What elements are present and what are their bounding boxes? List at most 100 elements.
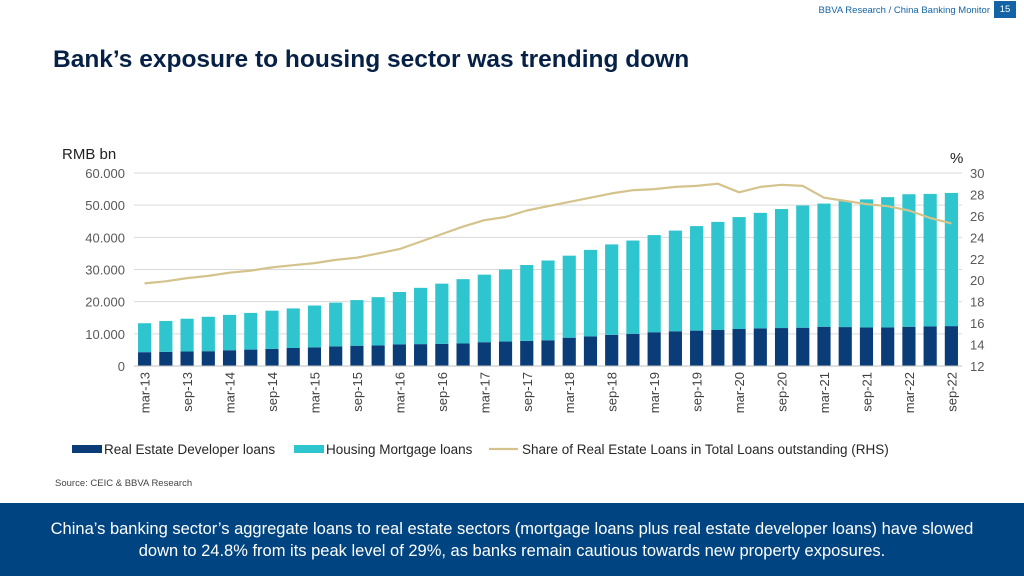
mortgage-loans-bar bbox=[244, 312, 258, 350]
developer-loans-bar bbox=[796, 327, 810, 366]
right-tick-label: 22 bbox=[970, 252, 984, 267]
developer-loans-bar bbox=[414, 344, 428, 366]
x-tick-label: sep-21 bbox=[859, 372, 874, 412]
developer-loans-bar bbox=[838, 327, 852, 366]
developer-loans-bar bbox=[286, 347, 300, 366]
chart: 0 10.000 20.000 30.000 40.000 50.000 60.000 12 1… bbox=[62, 146, 984, 457]
developer-loans-bar bbox=[605, 334, 619, 366]
mortgage-loans-bar bbox=[605, 244, 619, 335]
developer-loans-bar bbox=[944, 326, 958, 366]
mortgage-loans-bar bbox=[583, 249, 598, 337]
mortgage-loans-bar bbox=[711, 221, 725, 330]
developer-loans-bar bbox=[392, 344, 406, 366]
right-tick-label: 12 bbox=[970, 359, 984, 374]
mortgage-loans-bar bbox=[668, 230, 682, 332]
mortgage-loans-bar bbox=[456, 279, 470, 344]
right-tick-label: 26 bbox=[970, 209, 984, 224]
mortgage-loans-bar bbox=[881, 197, 895, 328]
mortgage-loans-bar bbox=[774, 209, 789, 329]
developer-loans-bar bbox=[881, 327, 895, 366]
developer-loans-bar bbox=[647, 332, 661, 366]
mortgage-loans-bar bbox=[498, 269, 513, 342]
left-tick-label: 0 bbox=[118, 359, 125, 374]
legend-label-share: Share of Real Estate Loans in Total Loan… bbox=[522, 442, 889, 457]
mortgage-loans-bar bbox=[307, 305, 322, 348]
x-tick-label: mar-15 bbox=[307, 372, 322, 413]
developer-loans-bar bbox=[138, 352, 152, 366]
left-tick-label: 10.000 bbox=[85, 327, 125, 342]
developer-loans-bar bbox=[902, 326, 916, 366]
x-tick-label: sep-18 bbox=[605, 372, 620, 412]
mortgage-loans-bar bbox=[520, 264, 534, 341]
x-tick-label: mar-19 bbox=[647, 372, 662, 413]
developer-loans-bar bbox=[520, 340, 534, 366]
legend-swatch-mortgage bbox=[294, 445, 324, 453]
right-tick-label: 24 bbox=[970, 230, 984, 245]
left-tick-label: 20.000 bbox=[85, 295, 125, 310]
developer-loans-bar bbox=[477, 342, 491, 366]
x-tick-label: mar-16 bbox=[392, 372, 407, 413]
page-number: 15 bbox=[994, 1, 1016, 18]
developer-loans-bar bbox=[541, 340, 555, 366]
x-tick-label: sep-14 bbox=[265, 372, 280, 412]
developer-loans-bar bbox=[201, 351, 215, 366]
mortgage-loans-bar bbox=[626, 240, 640, 334]
x-tick-label: mar-22 bbox=[902, 372, 917, 413]
developer-loans-bar bbox=[923, 326, 937, 366]
footer-banner: China’s banking sector’s aggregate loans… bbox=[0, 503, 1024, 576]
x-tick-label: sep-22 bbox=[944, 372, 959, 412]
legend-label-mortgage: Housing Mortgage loans bbox=[326, 442, 473, 457]
legend-label-developer: Real Estate Developer loans bbox=[104, 442, 275, 457]
bars bbox=[138, 192, 958, 366]
footer-text: China’s banking sector’s aggregate loans… bbox=[50, 519, 974, 560]
developer-loans-bar bbox=[265, 348, 279, 366]
left-tick-label: 60.000 bbox=[85, 166, 125, 181]
source-note: Source: CEIC & BBVA Research bbox=[55, 478, 193, 489]
developer-loans-bar bbox=[350, 345, 364, 366]
right-tick-label: 18 bbox=[970, 295, 984, 310]
mortgage-loans-bar bbox=[647, 235, 661, 333]
mortgage-loans-bar bbox=[222, 314, 237, 351]
mortgage-loans-bar bbox=[159, 320, 173, 352]
mortgage-loans-bar bbox=[859, 199, 874, 328]
mortgage-loans-bar bbox=[923, 193, 937, 327]
right-tick-label: 28 bbox=[970, 187, 984, 202]
mortgage-loans-bar bbox=[753, 212, 767, 329]
mortgage-loans-bar bbox=[350, 300, 364, 346]
developer-loans-bar bbox=[711, 329, 725, 366]
mortgage-loans-bar bbox=[838, 200, 852, 328]
left-tick-label: 50.000 bbox=[85, 198, 125, 213]
developer-loans-bar bbox=[817, 326, 831, 366]
mortgage-loans-bar bbox=[371, 297, 385, 346]
left-axis-unit: RMB bn bbox=[62, 146, 116, 163]
x-tick-label: sep-15 bbox=[350, 372, 365, 412]
mortgage-loans-bar bbox=[265, 310, 279, 349]
mortgage-loans-bar bbox=[286, 308, 300, 348]
right-tick-label: 30 bbox=[970, 166, 984, 181]
developer-loans-bar bbox=[307, 347, 322, 366]
developer-loans-bar bbox=[774, 328, 789, 366]
axes: 0 10.000 20.000 30.000 40.000 50.000 60.000 12 1… bbox=[62, 146, 984, 413]
x-tick-label: mar-21 bbox=[817, 372, 832, 413]
left-tick-label: 30.000 bbox=[85, 263, 125, 278]
mortgage-loans-bar bbox=[796, 205, 810, 328]
developer-loans-bar bbox=[371, 345, 385, 366]
page-title: Bank’s exposure to housing sector was tr… bbox=[53, 46, 690, 73]
mortgage-loans-bar bbox=[902, 194, 916, 327]
x-tick-label: mar-18 bbox=[562, 372, 577, 413]
right-tick-label: 16 bbox=[970, 316, 984, 331]
legend: Real Estate Developer loans Housing Mortg… bbox=[72, 442, 889, 457]
developer-loans-bar bbox=[562, 337, 576, 366]
mortgage-loans-bar bbox=[944, 192, 958, 327]
developer-loans-bar bbox=[626, 333, 640, 366]
mortgage-loans-bar bbox=[732, 217, 746, 330]
developer-loans-bar bbox=[859, 327, 874, 366]
legend-swatch-developer bbox=[72, 445, 102, 453]
right-axis-unit: % bbox=[950, 150, 963, 167]
developer-loans-bar bbox=[222, 350, 237, 366]
mortgage-loans-bar bbox=[414, 287, 428, 345]
developer-loans-bar bbox=[753, 328, 767, 366]
mortgage-loans-bar bbox=[435, 283, 449, 344]
developer-loans-bar bbox=[180, 351, 194, 366]
header-report-name: BBVA Research / China Banking Monitor bbox=[818, 5, 990, 16]
